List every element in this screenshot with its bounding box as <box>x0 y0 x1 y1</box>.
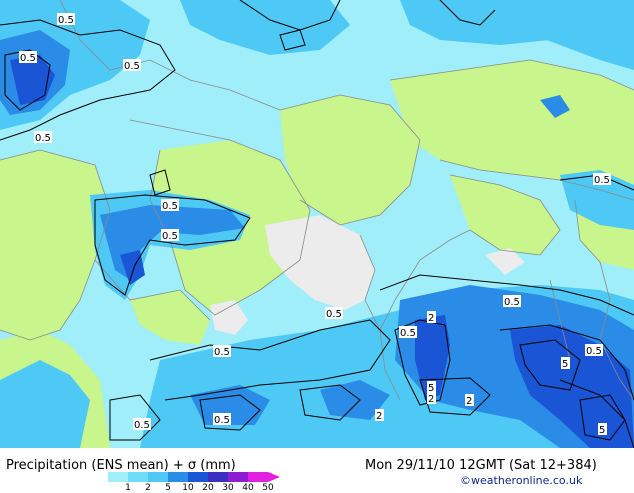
legend-swatch <box>208 472 228 482</box>
svg-text:2: 2 <box>376 411 382 422</box>
contour-label: 0.5 <box>213 345 231 358</box>
contour-label: 0.5 <box>399 326 417 339</box>
contour-label: 0.5 <box>325 307 343 320</box>
legend-tick-label: 50 <box>262 483 274 493</box>
legend-tick-label: 30 <box>222 483 234 493</box>
legend-arrow <box>268 472 280 482</box>
contour-label: 0.5 <box>19 51 37 64</box>
svg-text:2: 2 <box>466 396 472 407</box>
legend-tick-label: 40 <box>242 483 254 493</box>
svg-text:5: 5 <box>599 425 605 436</box>
contour-label: 0.5 <box>503 295 521 308</box>
contour-label: 5 <box>427 381 436 394</box>
contour-label: 5 <box>598 423 607 436</box>
contour-label: 0.5 <box>57 13 75 26</box>
svg-text:0.5: 0.5 <box>326 309 342 320</box>
svg-text:0.5: 0.5 <box>162 231 178 242</box>
country-borders <box>0 0 634 401</box>
svg-text:0.5: 0.5 <box>35 133 51 144</box>
contour-label: 0.5 <box>585 344 603 357</box>
precipitation-map: 0.5 0.5 0.5 0.5 0.5 0.5 0.5 0.5 0.5 0.5 … <box>0 0 634 448</box>
legend-tick-label: 2 <box>145 483 151 493</box>
contour-label-group: 0.5 0.5 0.5 0.5 0.5 0.5 0.5 0.5 0.5 0.5 … <box>19 13 611 436</box>
legend-swatch <box>248 472 268 482</box>
contour-label: 0.5 <box>161 229 179 242</box>
map-footer: Precipitation (ENS mean) + σ (mm) Mon 29… <box>0 448 634 490</box>
svg-text:0.5: 0.5 <box>134 420 150 431</box>
legend-tick-label: 1 <box>125 483 131 493</box>
contour-label: 2 <box>427 392 436 405</box>
contour-label: 0.5 <box>161 199 179 212</box>
svg-text:0.5: 0.5 <box>594 175 610 186</box>
svg-text:5: 5 <box>562 359 568 370</box>
svg-text:2: 2 <box>428 313 434 324</box>
svg-text:0.5: 0.5 <box>214 347 230 358</box>
contour-label: 0.5 <box>133 418 151 431</box>
svg-text:2: 2 <box>428 394 434 405</box>
forecast-datetime: Mon 29/11/10 12GMT (Sat 12+384) <box>365 458 597 473</box>
legend-swatch <box>148 472 168 482</box>
legend-tick-label: 20 <box>202 483 214 493</box>
contour-label: 5 <box>561 357 570 370</box>
legend-swatch <box>188 472 208 482</box>
svg-text:0.5: 0.5 <box>20 53 36 64</box>
legend-tick-label: 5 <box>165 483 171 493</box>
dry-areas <box>210 215 525 335</box>
legend-swatch <box>108 472 128 482</box>
contour-label: 2 <box>375 409 384 422</box>
svg-text:0.5: 0.5 <box>58 15 74 26</box>
legend-swatch <box>128 472 148 482</box>
svg-text:0.5: 0.5 <box>504 297 520 308</box>
legend-swatch <box>228 472 248 482</box>
legend-swatch <box>168 472 188 482</box>
contour-label: 0.5 <box>34 131 52 144</box>
contour-lines <box>0 0 634 448</box>
svg-text:0.5: 0.5 <box>162 201 178 212</box>
svg-text:5: 5 <box>428 383 434 394</box>
legend-tick-label: 10 <box>182 483 194 493</box>
credit-link[interactable]: ©weatheronline.co.uk <box>460 474 583 487</box>
svg-text:0.5: 0.5 <box>586 346 602 357</box>
contour-label: 2 <box>427 311 436 324</box>
contour-label: 0.5 <box>123 59 141 72</box>
svg-text:0.5: 0.5 <box>400 328 416 339</box>
contour-label: 0.5 <box>213 413 231 426</box>
contour-label: 0.5 <box>593 173 611 186</box>
svg-text:0.5: 0.5 <box>214 415 230 426</box>
svg-text:0.5: 0.5 <box>124 61 140 72</box>
map-title: Precipitation (ENS mean) + σ (mm) <box>6 458 236 473</box>
contour-label: 2 <box>465 394 474 407</box>
